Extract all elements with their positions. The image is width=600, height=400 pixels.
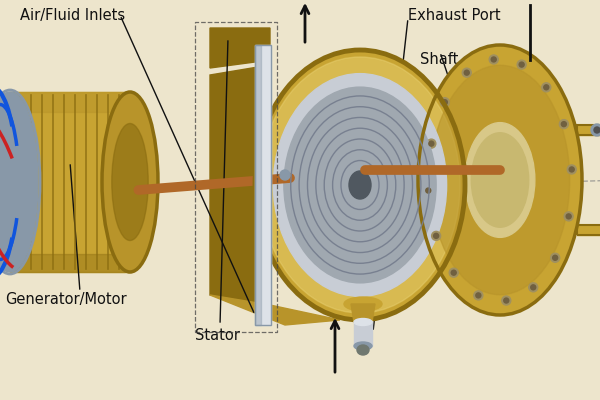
Circle shape [517, 60, 526, 69]
Text: Air/Fluid Inlets: Air/Fluid Inlets [20, 8, 125, 23]
Circle shape [424, 186, 433, 195]
Circle shape [474, 291, 483, 300]
Circle shape [564, 212, 573, 221]
Circle shape [594, 127, 600, 133]
Circle shape [280, 170, 290, 180]
Text: Stator: Stator [195, 328, 240, 343]
Circle shape [426, 188, 431, 193]
Circle shape [519, 62, 524, 67]
Ellipse shape [357, 345, 369, 355]
Circle shape [542, 83, 551, 92]
Bar [255, 45, 271, 325]
Polygon shape [10, 92, 130, 272]
Circle shape [529, 283, 538, 292]
Circle shape [442, 100, 448, 105]
Circle shape [491, 57, 496, 62]
Circle shape [434, 233, 439, 238]
Ellipse shape [465, 123, 535, 237]
Bar [354, 321, 372, 346]
Circle shape [429, 141, 434, 146]
Ellipse shape [354, 342, 372, 350]
Polygon shape [10, 92, 130, 112]
Ellipse shape [418, 45, 582, 315]
Circle shape [566, 214, 571, 219]
Text: Generator/Motor: Generator/Motor [5, 292, 127, 307]
Circle shape [559, 120, 568, 129]
Circle shape [464, 70, 469, 75]
Circle shape [567, 165, 576, 174]
Circle shape [451, 270, 456, 275]
Circle shape [569, 167, 574, 172]
Ellipse shape [284, 87, 436, 283]
Ellipse shape [472, 133, 529, 227]
Bar [255, 45, 271, 325]
Circle shape [431, 231, 440, 240]
Polygon shape [15, 254, 125, 272]
Circle shape [544, 85, 549, 90]
Polygon shape [210, 65, 270, 305]
Ellipse shape [344, 297, 382, 311]
Polygon shape [210, 295, 340, 325]
Circle shape [476, 293, 481, 298]
Circle shape [531, 285, 536, 290]
Text: Exhaust Port: Exhaust Port [408, 8, 500, 23]
Circle shape [427, 139, 436, 148]
Circle shape [489, 55, 498, 64]
Bar [255, 45, 261, 325]
Ellipse shape [102, 92, 158, 272]
Ellipse shape [349, 171, 371, 199]
Polygon shape [210, 28, 270, 68]
Circle shape [551, 253, 560, 262]
Text: Shaft: Shaft [420, 52, 458, 67]
Ellipse shape [112, 124, 148, 240]
Polygon shape [351, 304, 375, 322]
Circle shape [553, 255, 557, 260]
Circle shape [504, 298, 509, 303]
Circle shape [502, 296, 511, 305]
Ellipse shape [274, 74, 446, 296]
Ellipse shape [255, 50, 465, 320]
Ellipse shape [354, 318, 372, 326]
Circle shape [440, 98, 449, 107]
Circle shape [591, 124, 600, 136]
Polygon shape [577, 125, 600, 235]
Ellipse shape [260, 57, 460, 313]
Circle shape [462, 68, 471, 77]
Circle shape [449, 268, 458, 277]
Ellipse shape [0, 92, 38, 272]
Circle shape [562, 122, 566, 127]
Ellipse shape [430, 65, 570, 295]
